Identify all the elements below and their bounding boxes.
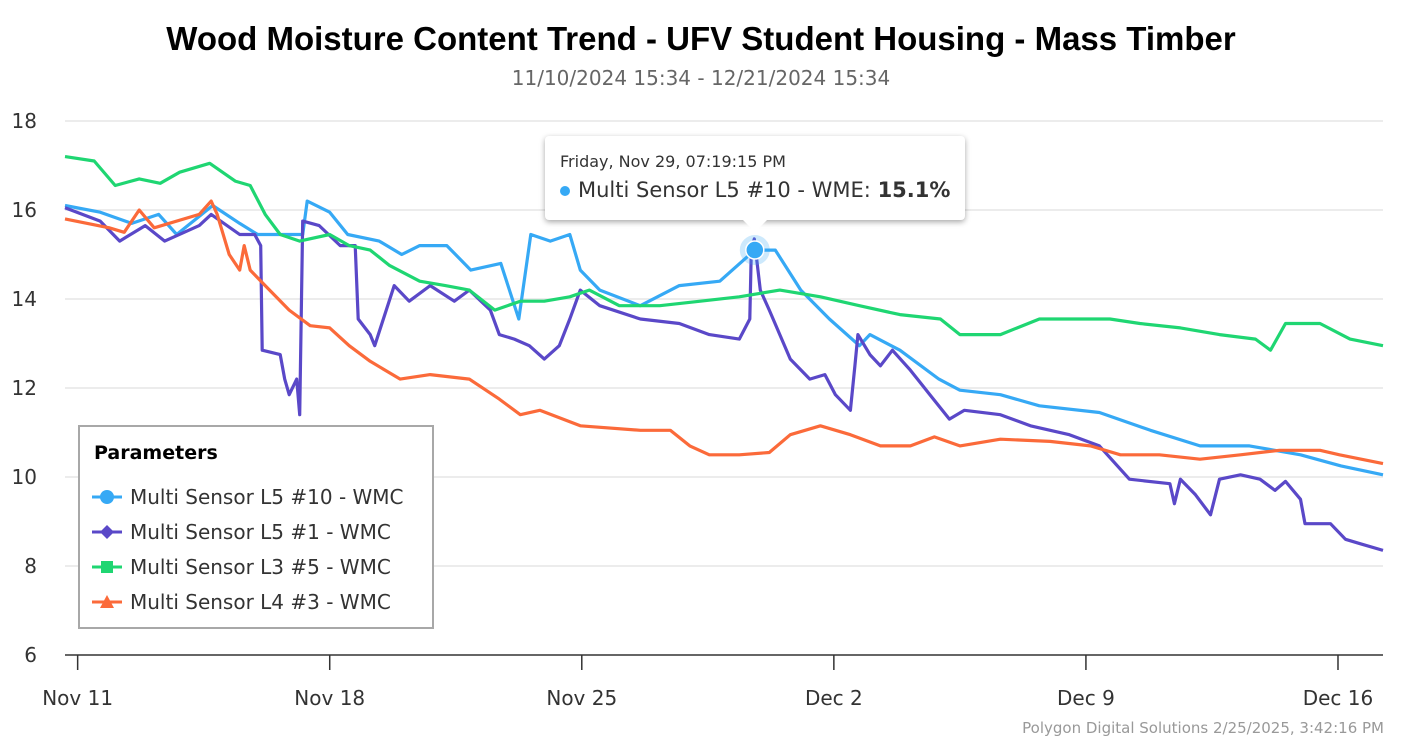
legend-label: Multi Sensor L4 #3 - WMC bbox=[130, 590, 391, 614]
tooltip: Friday, Nov 29, 07:19:15 PM Multi Sensor… bbox=[545, 136, 965, 232]
tooltip-date: Friday, Nov 29, 07:19:15 PM bbox=[560, 152, 786, 171]
footer-credit: Polygon Digital Solutions 2/25/2025, 3:4… bbox=[1022, 719, 1384, 737]
x-axis: Nov 11 Nov 18 Nov 25 Dec 2 Dec 9 Dec 16 bbox=[42, 654, 1383, 710]
legend-item-3[interactable]: Multi Sensor L3 #5 - WMC bbox=[92, 553, 391, 581]
chart-title: Wood Moisture Content Trend - UFV Studen… bbox=[166, 20, 1236, 57]
series-lines bbox=[64, 155, 1384, 552]
legend: Parameters Multi Sensor L5 #10 - WMC Mult… bbox=[78, 425, 434, 629]
legend-square-marker-icon bbox=[92, 557, 130, 577]
y-tick-label: 14 bbox=[12, 287, 37, 311]
series-line-2[interactable] bbox=[64, 206, 1384, 552]
x-tick-label: Dec 9 bbox=[1057, 686, 1115, 710]
x-tick-label: Nov 18 bbox=[294, 686, 365, 710]
y-tick-label: 12 bbox=[12, 376, 37, 400]
chart-subtitle: 11/10/2024 15:34 - 12/21/2024 15:34 bbox=[511, 66, 891, 90]
series-line-1[interactable] bbox=[64, 199, 1384, 477]
legend-item-2[interactable]: Multi Sensor L5 #1 - WMC bbox=[92, 518, 391, 546]
y-tick-label: 16 bbox=[12, 198, 37, 222]
tooltip-line: Multi Sensor L5 #10 - WME: 15.1% bbox=[560, 178, 950, 202]
legend-item-4[interactable]: Multi Sensor L4 #3 - WMC bbox=[92, 588, 391, 616]
tooltip-series-dot-icon bbox=[560, 186, 570, 196]
legend-triangle-marker-icon bbox=[92, 592, 130, 612]
y-tick-label: 18 bbox=[12, 109, 37, 133]
x-tick-label: Dec 2 bbox=[805, 686, 863, 710]
legend-label: Multi Sensor L3 #5 - WMC bbox=[130, 555, 391, 579]
y-tick-label: 8 bbox=[24, 554, 37, 578]
x-tick-label: Nov 11 bbox=[42, 686, 113, 710]
legend-label: Multi Sensor L5 #10 - WMC bbox=[130, 485, 404, 509]
tooltip-value: 15.1% bbox=[877, 178, 951, 202]
legend-circle-marker-icon bbox=[92, 487, 130, 507]
legend-item-1[interactable]: Multi Sensor L5 #10 - WMC bbox=[92, 483, 404, 511]
y-axis: 18 16 14 12 10 8 6 bbox=[12, 109, 37, 667]
legend-diamond-marker-icon bbox=[92, 522, 130, 542]
x-tick-label: Dec 16 bbox=[1303, 686, 1374, 710]
legend-label: Multi Sensor L5 #1 - WMC bbox=[130, 520, 391, 544]
y-tick-label: 6 bbox=[24, 643, 37, 667]
series-line-4[interactable] bbox=[64, 199, 1384, 466]
hover-point[interactable] bbox=[745, 240, 765, 260]
tooltip-series: Multi Sensor L5 #10 - WME: bbox=[578, 178, 878, 202]
series-line-3[interactable] bbox=[64, 155, 1384, 352]
y-tick-label: 10 bbox=[12, 465, 37, 489]
legend-title: Parameters bbox=[94, 442, 218, 464]
hover-marker bbox=[739, 235, 770, 266]
x-tick-label: Nov 25 bbox=[546, 686, 617, 710]
